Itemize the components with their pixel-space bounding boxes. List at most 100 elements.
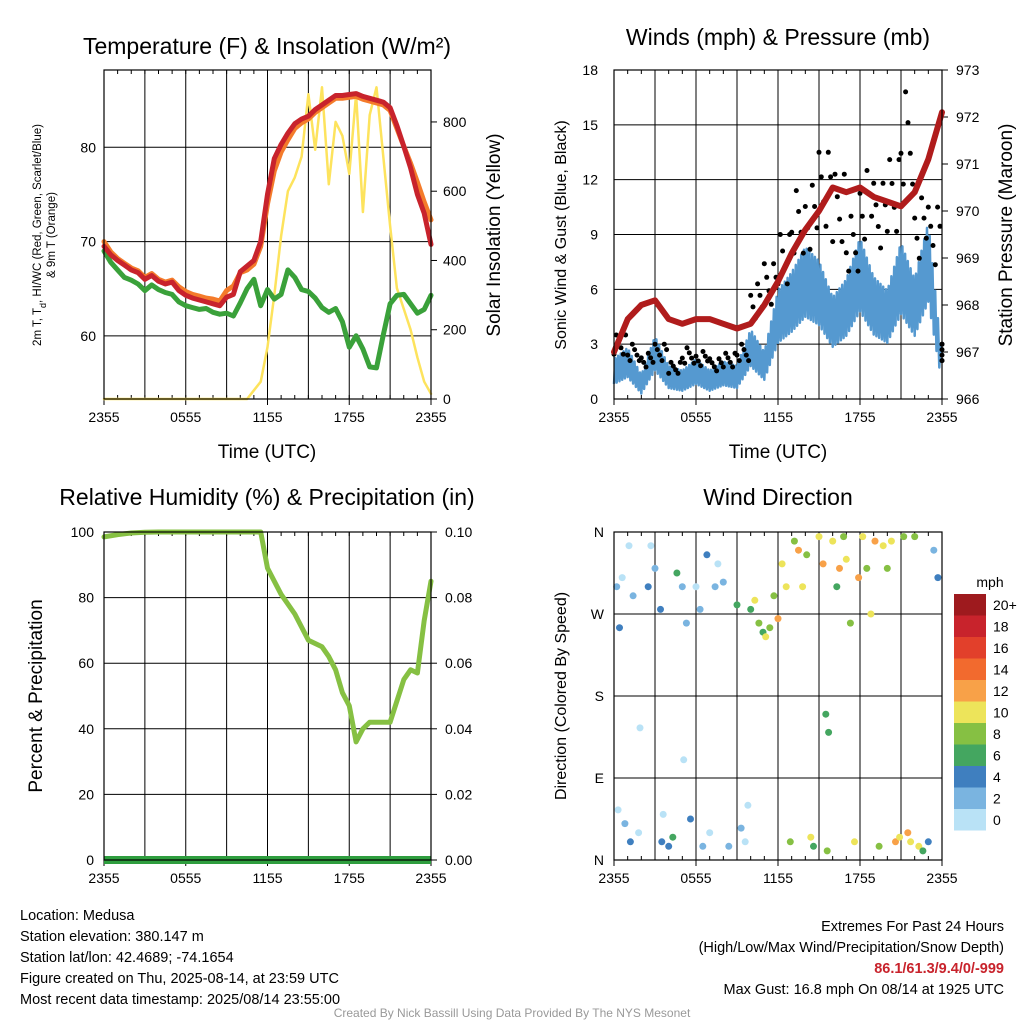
wind-gust-point [780, 248, 786, 254]
wind-gust-point [638, 355, 644, 361]
dir-point [892, 838, 899, 846]
dir-point [629, 592, 637, 600]
wind-gust-point [755, 281, 761, 287]
rh-y-tick-label: 40 [78, 721, 94, 737]
wind-gust-point [650, 359, 656, 365]
dir-point [644, 583, 652, 591]
dir-point [859, 533, 867, 541]
wind-y-tick-label: 6 [590, 281, 598, 297]
wind-gust-point [921, 215, 927, 221]
legend-label: 2 [993, 791, 1001, 807]
wind-gust-point [686, 350, 692, 356]
dir-point [863, 564, 871, 572]
elevation-text: Station elevation: 380.147 m [20, 929, 204, 945]
wind-gust-point [925, 204, 931, 210]
legend-swatch [954, 723, 986, 745]
dir-point [924, 838, 932, 846]
temp-right-tick-label: 200 [443, 322, 467, 338]
dir-point [900, 533, 908, 541]
wind-x-tick-label: 1155 [763, 409, 793, 425]
wind-gust-point [734, 352, 740, 358]
temp-series-temp [101, 91, 434, 309]
legend-label: 8 [993, 726, 1001, 742]
wind-gust-point [937, 223, 943, 229]
dir-x-tick-label: 2355 [926, 870, 957, 886]
dir-point [875, 842, 883, 850]
dir-point [678, 583, 686, 591]
dir-point [719, 578, 727, 586]
wind-gust-point [935, 204, 941, 210]
location-text: Location: Medusa [20, 908, 135, 924]
dir-point [795, 546, 802, 554]
dir-point [836, 564, 843, 572]
wind-gust-point [625, 352, 631, 358]
dir-point [915, 842, 923, 850]
wind-gust-point [702, 353, 708, 359]
wind-gust-point [910, 181, 916, 187]
wind-gust-point [645, 350, 651, 356]
wind-gust-point [823, 223, 829, 229]
wind-gust-point [677, 359, 683, 365]
dir-point [616, 624, 623, 632]
legend-label: 14 [993, 662, 1009, 678]
wind-gust-point [896, 157, 902, 163]
dir-point [934, 574, 942, 582]
legend-swatch [954, 637, 986, 659]
wind-gust-point [679, 355, 685, 361]
dir-y-tick-label: N [594, 852, 604, 868]
temp-x-tick-label: 1755 [334, 409, 365, 425]
dir-y-tick-label: E [595, 770, 604, 786]
wind-gust-point [841, 171, 847, 177]
wind-gust-point [903, 89, 909, 95]
wind-gust-point [764, 274, 770, 280]
wind-y-tick-label: 3 [590, 336, 598, 352]
wind-gust-point [691, 360, 697, 366]
dir-point [657, 605, 664, 613]
recent-data-text: Most recent data timestamp: 2025/08/14 2… [20, 992, 341, 1008]
dir-point [706, 829, 714, 837]
dir-point [755, 619, 763, 627]
wind-gust-point [632, 347, 638, 353]
wind-y-tick-label: 18 [582, 62, 598, 78]
dir-point [799, 583, 807, 591]
legend-swatch [954, 594, 986, 616]
wind-gust-point [873, 202, 879, 208]
wind-x-tick-label: 0555 [680, 409, 711, 425]
dir-point [751, 596, 759, 604]
wind-gust-point [684, 345, 690, 351]
dir-left-axis-label: Direction (Colored By Speed) [553, 592, 570, 800]
wind-right-axis-label: Station Pressure (Maroon) [996, 124, 1017, 347]
dir-point [825, 728, 833, 736]
dir-panel-title: Wind Direction [703, 484, 853, 510]
temp-left-axis-label-2: & 9m T (Orange) [46, 192, 58, 278]
rh-right-tick-label: 0.04 [445, 721, 472, 737]
wind-gust-point [796, 209, 802, 214]
dir-point [829, 537, 837, 545]
latlon-text: Station lat/lon: 42.4689; -74.1654 [20, 950, 234, 966]
wind-right-tick-label: 966 [956, 391, 980, 407]
wind-gust-point [746, 358, 752, 364]
created-text: Figure created on Thu, 2025-08-14, at 23… [20, 971, 339, 987]
wind-gust-point [723, 350, 729, 356]
rh-frame [103, 531, 432, 861]
dir-point [626, 838, 634, 846]
dir-point [711, 583, 719, 591]
wind-gust-point [843, 250, 849, 256]
dir-y-tick-label: N [594, 524, 604, 540]
wind-gust-point [871, 180, 877, 186]
credit-footer: Created By Nick Bassill Using Data Provi… [333, 1006, 691, 1020]
wind-x-tick-label: 1755 [844, 409, 875, 425]
wind-gust-point [648, 355, 654, 361]
dir-point [766, 624, 774, 632]
dir-point [846, 619, 854, 627]
wind-gust-point [857, 190, 863, 196]
dir-plot: 2355 0555 1155 1755 2355 N E S W N [591, 524, 958, 886]
dir-point [883, 564, 891, 572]
dir-x-tick-label: 1155 [763, 870, 793, 886]
dir-point [930, 546, 938, 554]
dir-point [871, 537, 879, 545]
temp-right-tick-label: 600 [443, 183, 467, 199]
dir-y-tick-label: S [595, 688, 604, 704]
wind-gust-point [914, 235, 920, 241]
wind-gust-point [859, 213, 865, 219]
